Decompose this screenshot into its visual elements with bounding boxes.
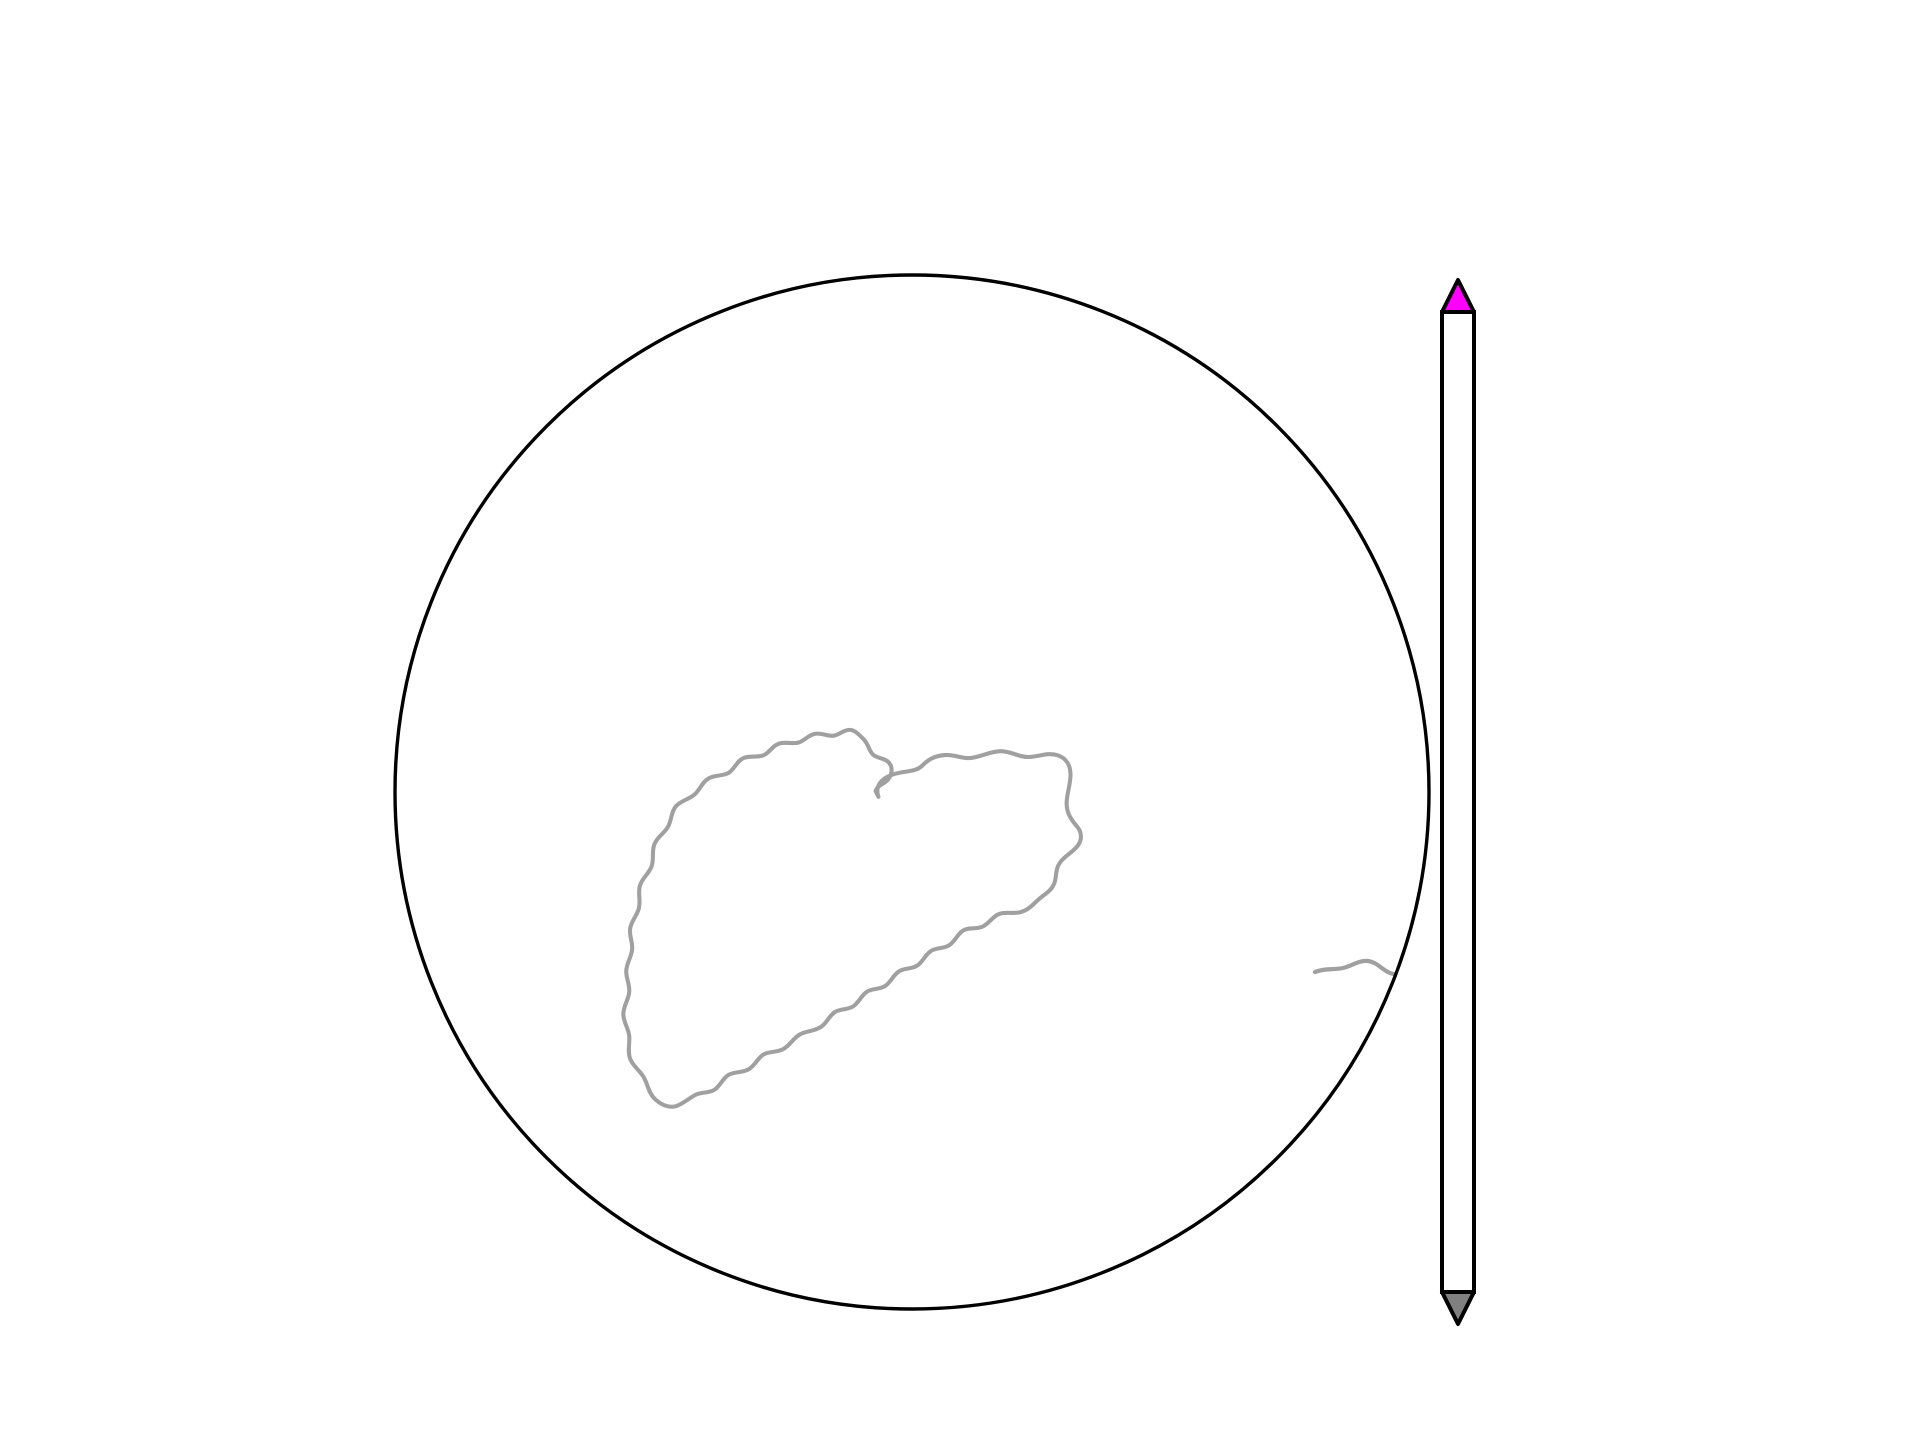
globe-outline bbox=[393, 273, 1431, 1311]
colorbar-over-range-arrow bbox=[1440, 278, 1476, 314]
coastline-antarctic-peninsula bbox=[1312, 958, 1429, 1049]
coastline-antarctica bbox=[621, 727, 1083, 1109]
colorbar-under-range-arrow bbox=[1440, 1290, 1476, 1326]
colorbar-gradient-bar bbox=[1440, 310, 1476, 1294]
colorbar-canvas bbox=[1440, 278, 1476, 1326]
polar-map bbox=[390, 272, 1440, 1322]
colorbar bbox=[1430, 272, 1850, 1332]
map-canvas bbox=[393, 273, 1431, 1311]
coastline-layer bbox=[621, 727, 1429, 1109]
